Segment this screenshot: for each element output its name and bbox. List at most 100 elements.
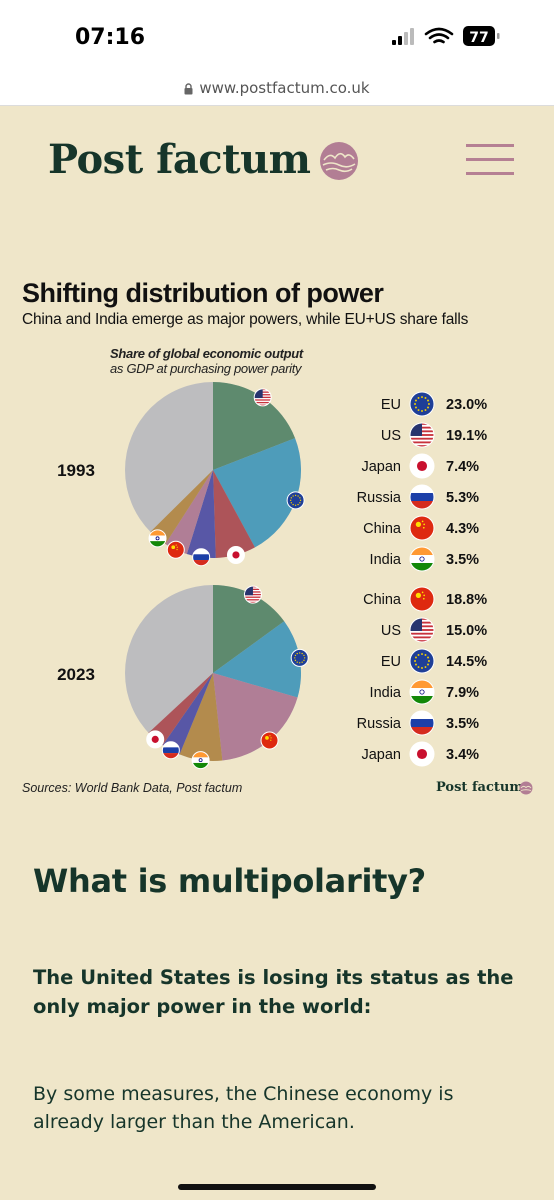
- legend-label: India: [370, 685, 402, 701]
- legend-label: US: [381, 623, 401, 639]
- us-flag-icon: [253, 388, 272, 407]
- pie-charts: 1993 EU 23.0% US 19.1% Japan 7.4% Russia 5.3% Chi…: [57, 382, 487, 770]
- legend-row: India 3.5%: [370, 546, 479, 572]
- china-flag-icon: [409, 515, 435, 541]
- pie-slice-japan: [148, 673, 213, 746]
- us-flag-icon: [243, 585, 262, 604]
- eu-flag-icon: [286, 491, 305, 510]
- legend-label: Russia: [357, 490, 402, 506]
- japan-flag-icon: [409, 741, 435, 767]
- pie-slice-china: [165, 470, 213, 555]
- legend-row: Japan 3.4%: [361, 741, 479, 767]
- us-flag-icon: [409, 617, 435, 643]
- legend-value: 23.0%: [446, 397, 487, 413]
- legend-label: China: [363, 592, 402, 608]
- legend-label: Russia: [357, 716, 402, 732]
- legend-value: 18.8%: [446, 592, 487, 608]
- menu-button[interactable]: [466, 144, 514, 176]
- pie-slice-russia: [186, 470, 216, 558]
- chart-title: Shifting distribution of power: [22, 278, 384, 308]
- legend-value: 3.4%: [446, 747, 479, 763]
- legend-row: Japan 7.4%: [361, 453, 479, 479]
- year-label: 2023: [57, 665, 95, 684]
- chart-note-subtitle: as GDP at purchasing power parity: [110, 361, 302, 376]
- legend-value: 3.5%: [446, 552, 479, 568]
- eu-flag-icon: [290, 648, 309, 667]
- legend-value: 14.5%: [446, 654, 487, 670]
- legend-row: US 19.1%: [381, 422, 487, 448]
- japan-flag-icon: [409, 453, 435, 479]
- legend-row: Russia 5.3%: [357, 484, 479, 510]
- status-icons: 77: [392, 26, 500, 46]
- year-label: 1993: [57, 461, 95, 480]
- legend-value: 15.0%: [446, 623, 487, 639]
- legend-label: India: [370, 552, 402, 568]
- pie-slice-us: [213, 382, 296, 470]
- india-flag-icon: [191, 751, 210, 770]
- url-text: www.postfactum.co.uk: [199, 79, 370, 97]
- legend-row: Russia 3.5%: [357, 710, 479, 736]
- brand-emblem-icon: [320, 142, 358, 180]
- legend-label: China: [363, 521, 402, 537]
- us-flag-icon: [409, 422, 435, 448]
- chart-brand-emblem-icon: [519, 781, 533, 795]
- pie-slice-us: [213, 585, 285, 673]
- chart-subtitle: China and India emerge as major powers, …: [22, 311, 469, 328]
- legend-row: China 18.8%: [363, 586, 487, 612]
- lock-icon: [184, 83, 193, 95]
- legend-label: Japan: [361, 747, 401, 763]
- legend-row: US 15.0%: [381, 617, 487, 643]
- legend-row: EU 14.5%: [381, 648, 487, 674]
- brand-logo-text[interactable]: Post factum: [48, 136, 311, 183]
- battery-level: 77: [469, 30, 488, 46]
- eu-flag-icon: [409, 648, 435, 674]
- wifi-icon: [424, 27, 454, 44]
- legend-row: EU 23.0%: [381, 391, 487, 417]
- pie-slice-india: [179, 673, 223, 761]
- legend-label: Japan: [361, 459, 401, 475]
- status-time: 07:16: [75, 25, 146, 50]
- legend-label: EU: [381, 654, 401, 670]
- pie-slice-china: [213, 673, 298, 761]
- legend-label: EU: [381, 397, 401, 413]
- legend-value: 19.1%: [446, 428, 487, 444]
- pie-slice-russia: [162, 673, 213, 755]
- china-flag-icon: [166, 540, 185, 559]
- pie-slice-japan: [213, 470, 255, 558]
- home-indicator: [178, 1184, 376, 1190]
- japan-flag-icon: [146, 730, 165, 749]
- menu-line: [466, 158, 514, 161]
- menu-line: [466, 144, 514, 147]
- lead-paragraph: The United States is losing its status a…: [33, 966, 514, 1018]
- legend-value: 5.3%: [446, 490, 479, 506]
- chart-brand-text: Post factum: [436, 780, 524, 795]
- japan-flag-icon: [226, 545, 245, 564]
- russia-flag-icon: [409, 710, 435, 736]
- russia-flag-icon: [161, 741, 180, 760]
- russia-flag-icon: [409, 484, 435, 510]
- status-bar: 07:16 77: [0, 0, 554, 72]
- china-flag-icon: [409, 586, 435, 612]
- china-flag-icon: [260, 731, 279, 750]
- legend-value: 4.3%: [446, 521, 479, 537]
- legend-value: 3.5%: [446, 716, 479, 732]
- chart-note-title: Share of global economic output: [110, 346, 303, 361]
- pie-slice-eu: [213, 438, 302, 548]
- pie-chart-2023: 2023 China 18.8% US 15.0% EU 14.5% India 7.9% Rus…: [57, 585, 487, 770]
- battery-icon: [463, 26, 495, 46]
- pie-slice-eu: [213, 621, 301, 698]
- india-flag-icon: [409, 546, 435, 572]
- legend-label: US: [381, 428, 401, 444]
- legend-value: 7.4%: [446, 459, 479, 475]
- eu-flag-icon: [409, 391, 435, 417]
- russia-flag-icon: [192, 548, 211, 567]
- legend-value: 7.9%: [446, 685, 479, 701]
- chart-note: Share of global economic output as GDP a…: [110, 346, 350, 376]
- url-bar[interactable]: www.postfactum.co.uk: [0, 72, 554, 106]
- menu-line: [466, 172, 514, 175]
- legend-row: India 7.9%: [370, 679, 479, 705]
- india-flag-icon: [148, 529, 167, 548]
- pie-slice-india: [150, 470, 213, 545]
- body-paragraph: By some measures, the Chinese economy is…: [33, 1083, 454, 1133]
- india-flag-icon: [409, 679, 435, 705]
